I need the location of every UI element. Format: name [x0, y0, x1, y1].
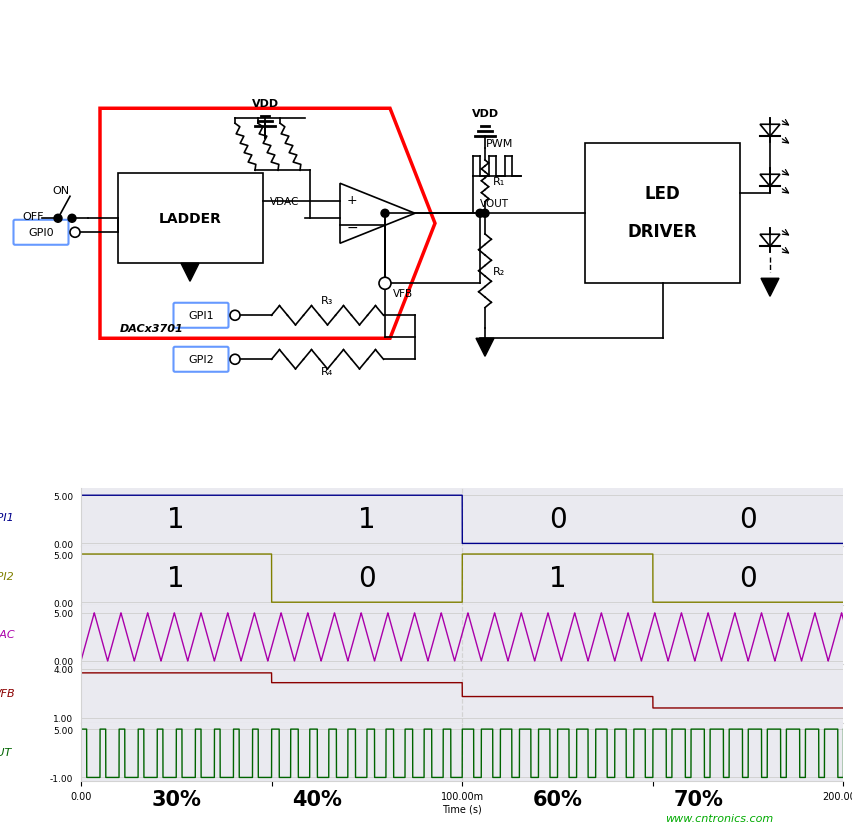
Circle shape	[476, 210, 484, 218]
Bar	[118, 174, 263, 264]
Text: VDAC: VDAC	[270, 197, 299, 207]
Bar	[585, 144, 740, 284]
Circle shape	[481, 210, 489, 218]
Text: 70%: 70%	[674, 789, 723, 809]
Text: 40%: 40%	[292, 789, 343, 809]
Text: LADDER: LADDER	[159, 212, 222, 226]
Text: VOUT: VOUT	[480, 199, 509, 209]
Text: ON: ON	[52, 186, 69, 196]
Circle shape	[230, 311, 240, 321]
Text: 1: 1	[358, 506, 376, 533]
Text: VDD: VDD	[471, 109, 498, 119]
Text: DACx3701: DACx3701	[120, 324, 184, 334]
Text: 0: 0	[740, 565, 757, 592]
Text: VDD: VDD	[251, 99, 279, 109]
Text: GPI2: GPI2	[188, 355, 214, 365]
Text: LED: LED	[645, 185, 681, 203]
Circle shape	[70, 228, 80, 238]
Text: OFF: OFF	[22, 212, 43, 222]
Text: PWM: PWM	[486, 139, 514, 149]
Text: 1: 1	[549, 565, 567, 592]
Y-axis label: VFB: VFB	[0, 688, 14, 699]
Circle shape	[68, 215, 76, 223]
Text: R₄: R₄	[321, 367, 334, 377]
Text: 0: 0	[549, 506, 567, 533]
Text: DRIVER: DRIVER	[628, 223, 697, 241]
Polygon shape	[181, 264, 199, 282]
Text: 1: 1	[168, 506, 185, 533]
Text: VFB: VFB	[393, 289, 413, 299]
Polygon shape	[476, 339, 494, 356]
X-axis label: Time (s): Time (s)	[442, 804, 482, 814]
Text: +: +	[347, 194, 357, 207]
Text: 1: 1	[168, 565, 185, 592]
Polygon shape	[761, 279, 779, 297]
Text: www.cntronics.com: www.cntronics.com	[665, 813, 773, 823]
Text: R₃: R₃	[321, 296, 334, 306]
Y-axis label: GPI1: GPI1	[0, 512, 14, 523]
Text: 60%: 60%	[532, 789, 583, 809]
Text: 0: 0	[358, 565, 376, 592]
Text: R₁: R₁	[493, 176, 505, 187]
Text: GPI0: GPI0	[28, 228, 54, 238]
Circle shape	[381, 210, 389, 218]
Text: GPI1: GPI1	[188, 311, 214, 321]
Text: 30%: 30%	[152, 789, 201, 809]
Text: R₂: R₂	[493, 266, 505, 276]
Text: 0: 0	[740, 506, 757, 533]
Text: −: −	[346, 221, 358, 235]
Circle shape	[230, 355, 240, 365]
Y-axis label: VOUT: VOUT	[0, 747, 11, 758]
Y-axis label: VDAC: VDAC	[0, 629, 14, 640]
Y-axis label: GPI2: GPI2	[0, 571, 14, 581]
Circle shape	[54, 215, 62, 223]
Circle shape	[379, 278, 391, 290]
